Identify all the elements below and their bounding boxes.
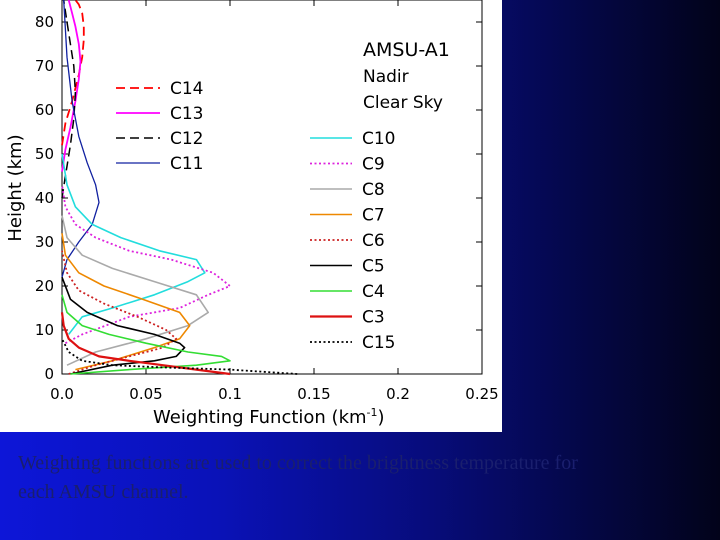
annotation-line: Nadir: [363, 67, 409, 87]
legend-label-c7: C7: [362, 206, 385, 226]
annotation: AMSU-A1 Nadir Clear Sky: [363, 39, 450, 113]
series-line-c8: [61, 215, 209, 366]
y-tick-label: 40: [35, 189, 54, 207]
y-tick-label: 80: [35, 13, 54, 31]
legend-label-c10: C10: [362, 129, 396, 149]
series-line-c10: [61, 153, 206, 335]
x-tick-label: 0.05: [129, 385, 162, 403]
legend: C14 C13 C12 C11 C10 C9 C8 C7 C6 C5 C4 C3 C15: [116, 79, 396, 353]
x-tick-label: 0.25: [465, 385, 498, 403]
axis-labels: Weighting Function (km-1) Height (km): [5, 134, 385, 428]
series-layer: [60, 0, 298, 376]
legend-label-c9: C9: [362, 155, 385, 175]
series-line-c13: [61, 0, 82, 172]
y-tick-label: 60: [35, 101, 54, 119]
legend-label-c5: C5: [362, 257, 385, 277]
legend-label-c8: C8: [362, 180, 385, 200]
legend-label-c12: C12: [170, 129, 204, 149]
series-line-c12: [61, 0, 77, 199]
y-axis-label: Height (km): [5, 134, 26, 241]
legend-label-c13: C13: [170, 104, 204, 124]
y-tick-label: 50: [35, 145, 54, 163]
annotation-line: AMSU-A1: [363, 39, 450, 61]
x-axis-label: Weighting Function (km-1): [153, 406, 385, 428]
x-tick-label: 0.1: [218, 385, 242, 403]
chart-panel: 0.0 0.05 0.1 0.15 0.2 0.25 0 10 20 30 40 50 60 70 80 C…: [5, 0, 499, 428]
legend-label-c14: C14: [170, 79, 204, 99]
slide-caption: Weighting functions are used to correct …: [18, 452, 578, 503]
series-line-c14: [61, 0, 85, 146]
y-tick-label: 70: [35, 57, 54, 75]
series-line-c7: [61, 233, 191, 371]
legend-label-c15: C15: [362, 333, 396, 353]
y-tick-label: 20: [35, 277, 54, 295]
weighting-function-chart: 0.0 0.05 0.1 0.15 0.2 0.25 0 10 20 30 40 50 60 70 80 C…: [5, 0, 499, 428]
x-tick-label: 0.15: [297, 385, 330, 403]
legend-label-c3: C3: [362, 308, 385, 328]
annotation-line: Clear Sky: [363, 93, 443, 113]
y-tick-label: 10: [35, 321, 54, 339]
legend-label-c6: C6: [362, 231, 385, 251]
x-axis-label-superscript: -1: [367, 406, 378, 419]
x-tick-label: 0.0: [50, 385, 74, 403]
x-axis-label-close: ): [378, 407, 385, 428]
y-tick-label: 30: [35, 233, 54, 251]
legend-label-c4: C4: [362, 282, 385, 302]
y-tick-label: 0: [44, 365, 54, 383]
series-line-c15: [61, 338, 298, 375]
series-line-c3: [60, 312, 231, 376]
tick-labels: 0.0 0.05 0.1 0.15 0.2 0.25 0 10 20 30 40 50 60 70 80: [35, 13, 499, 403]
series-line-c9: [61, 184, 231, 344]
x-tick-label: 0.2: [386, 385, 410, 403]
legend-label-c11: C11: [170, 154, 204, 174]
